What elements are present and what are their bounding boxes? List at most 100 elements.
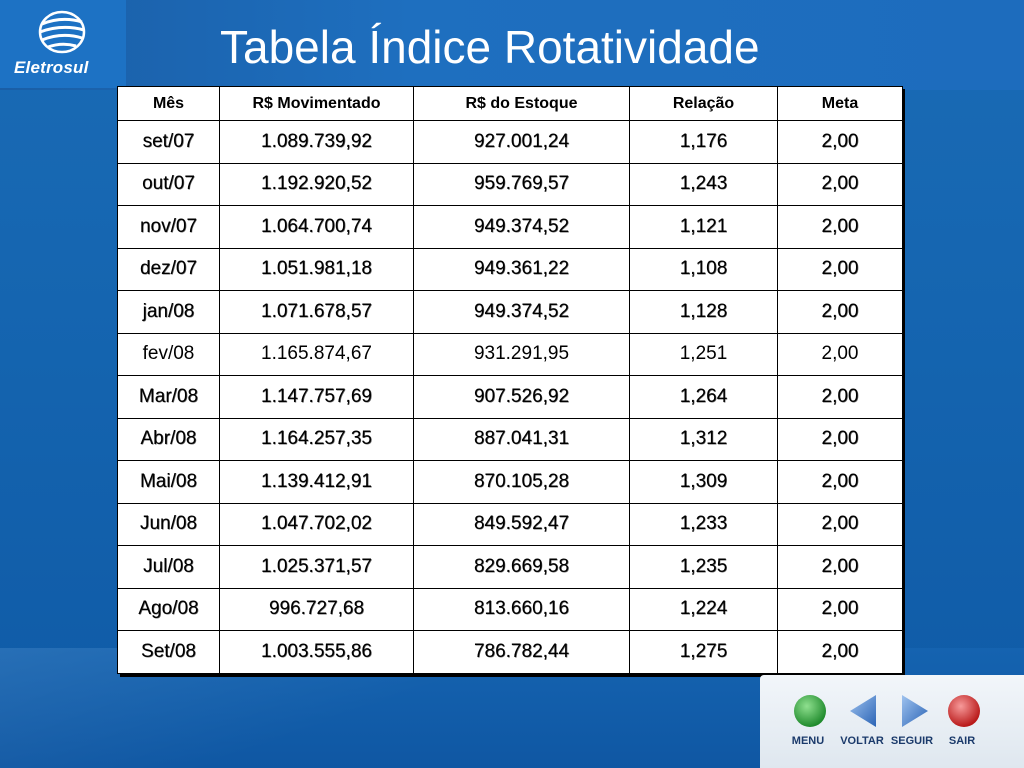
cell-moved: 1.071.678,57 (219, 290, 414, 334)
cell-month: Set/08 (117, 630, 220, 674)
cell-stock: 813.660,16 (413, 587, 630, 631)
cell-target: 2,00 (777, 332, 903, 376)
table-row: out/07 1.192.920,52 959.769,57 1,243 2,0… (117, 162, 903, 206)
cell-stock: 931.291,95 (413, 332, 630, 376)
cell-ratio: 1,176 (629, 120, 778, 164)
cell-month: jan/08 (117, 290, 220, 334)
cell-ratio: 1,235 (629, 545, 778, 589)
cell-stock: 870.105,28 (413, 460, 630, 504)
cell-moved: 996.727,68 (219, 587, 414, 631)
cell-stock: 949.374,52 (413, 205, 630, 249)
cell-moved: 1.047.702,02 (219, 502, 414, 546)
voltar-label: VOLTAR (840, 735, 884, 747)
cell-month: Mai/08 (117, 460, 220, 504)
table-row: Mar/08 1.147.757,69 907.526,92 1,264 2,0… (117, 375, 903, 419)
cell-ratio: 1,128 (629, 290, 778, 334)
cell-ratio: 1,275 (629, 630, 778, 674)
table-row: fev/08 1.165.874,67 931.291,95 1,251 2,0… (117, 332, 903, 376)
cell-stock: 927.001,24 (413, 120, 630, 164)
cell-target: 2,00 (777, 205, 903, 249)
cell-moved: 1.147.757,69 (219, 375, 414, 419)
table-row: Mai/08 1.139.412,91 870.105,28 1,309 2,0… (117, 460, 903, 504)
header-month: Mês (117, 86, 220, 121)
table-row: dez/07 1.051.981,18 949.361,22 1,108 2,0… (117, 247, 903, 291)
table-row: Abr/08 1.164.257,35 887.041,31 1,312 2,0… (117, 417, 903, 461)
cell-target: 2,00 (777, 290, 903, 334)
table-header-row: Mês R$ Movimentado R$ do Estoque Relação… (117, 86, 903, 121)
seguir-label: SEGUIR (890, 735, 934, 747)
cell-moved: 1.089.739,92 (219, 120, 414, 164)
cell-target: 2,00 (777, 162, 903, 206)
cell-ratio: 1,251 (629, 332, 778, 376)
cell-moved: 1.003.555,86 (219, 630, 414, 674)
cell-target: 2,00 (777, 417, 903, 461)
cell-month: fev/08 (117, 332, 220, 376)
table-row: Set/08 1.003.555,86 786.782,44 1,275 2,0… (117, 630, 903, 674)
voltar-button[interactable]: VOLTAR (834, 689, 890, 759)
cell-moved: 1.192.920,52 (219, 162, 414, 206)
cell-stock: 786.782,44 (413, 630, 630, 674)
cell-target: 2,00 (777, 247, 903, 291)
cell-ratio: 1,108 (629, 247, 778, 291)
cell-stock: 829.669,58 (413, 545, 630, 589)
table-row: Jun/08 1.047.702,02 849.592,47 1,233 2,0… (117, 502, 903, 546)
cell-target: 2,00 (777, 545, 903, 589)
data-table-wrapper: Mês R$ Movimentado R$ do Estoque Relação… (117, 86, 903, 674)
table-row: Ago/08 996.727,68 813.660,16 1,224 2,00 (117, 587, 903, 631)
header-moved: R$ Movimentado (219, 86, 414, 121)
cell-ratio: 1,243 (629, 162, 778, 206)
globe-logo-icon (38, 10, 86, 54)
logo-text: Eletrosul (14, 58, 89, 77)
rotation-index-table: Mês R$ Movimentado R$ do Estoque Relação… (117, 86, 903, 674)
cell-stock: 887.041,31 (413, 417, 630, 461)
cell-target: 2,00 (777, 120, 903, 164)
cell-moved: 1.025.371,57 (219, 545, 414, 589)
logo: Eletrosul (0, 0, 126, 88)
cell-month: Abr/08 (117, 417, 220, 461)
navigation-panel: MENU VOLTAR (760, 675, 1024, 768)
menu-label: MENU (791, 735, 825, 747)
green-circle-icon (792, 693, 828, 729)
cell-ratio: 1,233 (629, 502, 778, 546)
table-row: nov/07 1.064.700,74 949.374,52 1,121 2,0… (117, 205, 903, 249)
cell-month: set/07 (117, 120, 220, 164)
cell-stock: 849.592,47 (413, 502, 630, 546)
cell-ratio: 1,264 (629, 375, 778, 419)
left-arrow-icon (846, 693, 882, 729)
cell-moved: 1.051.981,18 (219, 247, 414, 291)
sair-label: SAIR (948, 735, 976, 747)
cell-month: Jun/08 (117, 502, 220, 546)
header-target: Meta (777, 86, 903, 121)
header-ratio: Relação (629, 86, 778, 121)
cell-moved: 1.139.412,91 (219, 460, 414, 504)
cell-moved: 1.064.700,74 (219, 205, 414, 249)
table-row: jan/08 1.071.678,57 949.374,52 1,128 2,0… (117, 290, 903, 334)
cell-month: nov/07 (117, 205, 220, 249)
cell-ratio: 1,312 (629, 417, 778, 461)
sair-button[interactable]: SAIR (934, 689, 990, 759)
cell-ratio: 1,224 (629, 587, 778, 631)
cell-target: 2,00 (777, 460, 903, 504)
cell-target: 2,00 (777, 630, 903, 674)
seguir-button[interactable]: SEGUIR (884, 689, 940, 759)
cell-ratio: 1,121 (629, 205, 778, 249)
cell-stock: 959.769,57 (413, 162, 630, 206)
right-arrow-icon (896, 693, 932, 729)
menu-button[interactable]: MENU (780, 689, 836, 759)
cell-month: out/07 (117, 162, 220, 206)
cell-target: 2,00 (777, 502, 903, 546)
cell-stock: 949.361,22 (413, 247, 630, 291)
cell-month: dez/07 (117, 247, 220, 291)
table-row: set/07 1.089.739,92 927.001,24 1,176 2,0… (117, 120, 903, 164)
cell-moved: 1.164.257,35 (219, 417, 414, 461)
cell-target: 2,00 (777, 375, 903, 419)
header-stock: R$ do Estoque (413, 86, 630, 121)
cell-ratio: 1,309 (629, 460, 778, 504)
table-row: Jul/08 1.025.371,57 829.669,58 1,235 2,0… (117, 545, 903, 589)
header-band (0, 0, 1024, 90)
cell-target: 2,00 (777, 587, 903, 631)
cell-month: Mar/08 (117, 375, 220, 419)
page-title: Tabela Índice Rotatividade (220, 21, 760, 73)
cell-moved: 1.165.874,67 (219, 332, 414, 376)
